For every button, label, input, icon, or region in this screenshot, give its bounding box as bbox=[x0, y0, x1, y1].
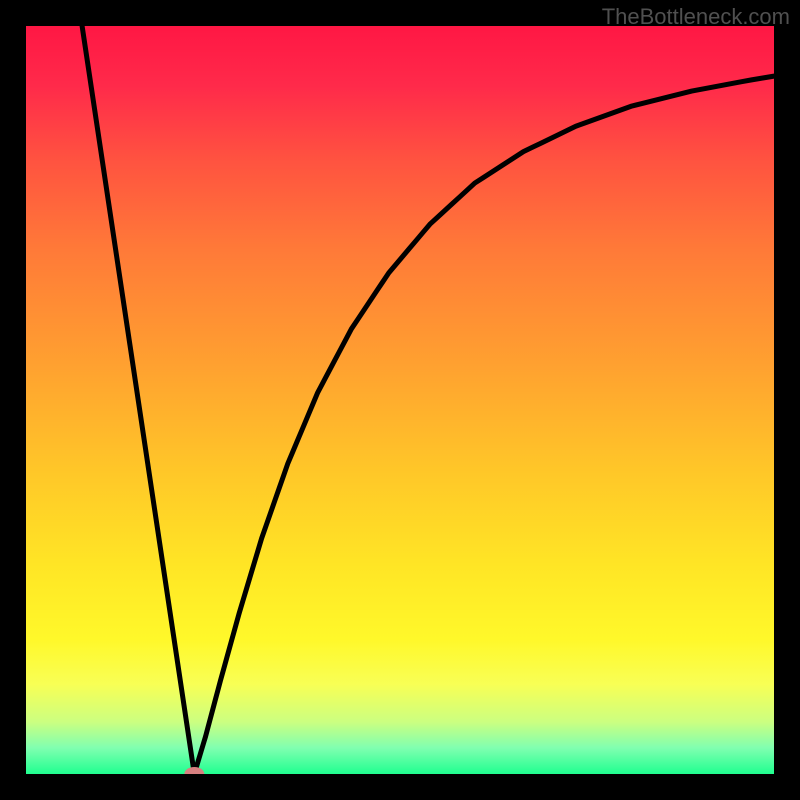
chart-svg bbox=[0, 0, 800, 800]
bottleneck-chart: TheBottleneck.com bbox=[0, 0, 800, 800]
watermark-text: TheBottleneck.com bbox=[602, 4, 790, 30]
